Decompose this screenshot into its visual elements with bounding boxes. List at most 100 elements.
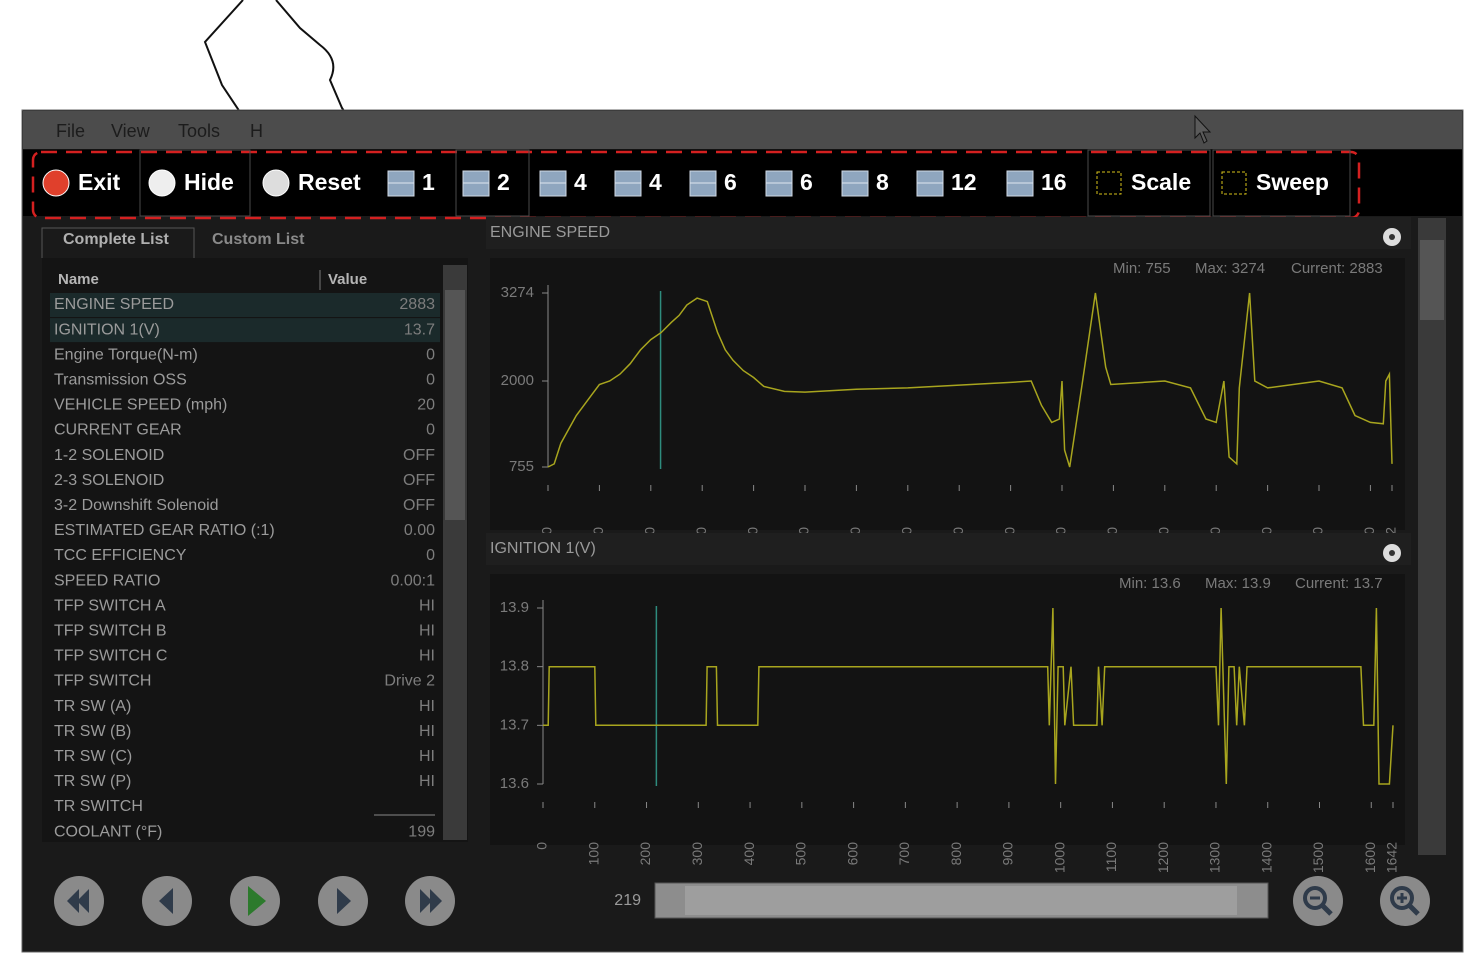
charts-scroll-thumb[interactable] [1420,240,1444,320]
param-name[interactable]: TR SWITCH [54,798,143,815]
param-name[interactable]: Transmission OSS [54,372,187,389]
param-value: HI [419,748,435,765]
param-value: HI [419,723,435,740]
toolbar-button[interactable]: Reset [298,169,361,195]
param-name[interactable]: VEHICLE SPEED (mph) [54,397,227,414]
chart-header [486,533,1411,565]
list-tab[interactable]: Custom List [212,231,305,248]
y-tick-label: 3274 [501,284,534,301]
param-value: 20 [417,397,435,414]
list-scroll-thumb[interactable] [445,290,465,520]
param-value: OFF [403,447,435,464]
toolbar-button[interactable]: Hide [184,169,234,195]
param-name[interactable]: TR SW (B) [54,723,131,740]
param-name[interactable]: 1-2 SOLENOID [54,447,164,464]
param-name[interactable]: ENGINE SPEED [54,296,174,313]
toolbar-button[interactable]: 2 [497,169,510,195]
menu-item[interactable]: H [250,121,263,141]
x-tick-label: 1500 [1310,842,1326,873]
x-tick-label: 500 [793,842,809,866]
column-header: Name [58,271,99,288]
chart-stat: Min: 755 [1113,260,1171,277]
x-tick-label: 1600 [1362,842,1378,873]
toolbar-button[interactable]: 12 [951,169,977,195]
column-header: Value [328,271,367,288]
charts-scrollbar[interactable] [1418,218,1446,855]
param-name[interactable]: IGNITION 1(V) [54,321,160,338]
playback-icon [67,889,89,913]
menu-item[interactable]: View [111,121,151,141]
param-name[interactable]: 2-3 SOLENOID [54,472,164,489]
x-tick-label: 900 [1000,842,1016,866]
button-icon [1221,171,1247,195]
toolbar-button[interactable]: 6 [724,169,737,195]
plot-area [490,574,1405,845]
button-frame [1212,149,1351,217]
param-name[interactable]: TFP SWITCH A [54,597,166,614]
toolbar-button[interactable]: Exit [78,169,121,195]
param-name[interactable]: COOLANT (°F) [54,823,162,840]
toolbar-button[interactable]: Sweep [1256,169,1329,195]
zoom-button[interactable] [1380,876,1430,926]
chart-settings-dot [1389,234,1395,240]
time-scroll-thumb[interactable] [685,886,1237,915]
chart-stat: Current: 2883 [1291,260,1383,277]
zoom-button[interactable] [1293,876,1343,926]
toolbar-button[interactable]: 8 [876,169,889,195]
param-value: 0 [426,422,435,439]
toolbar-button[interactable]: Scale [1131,169,1191,195]
param-name[interactable]: CURRENT GEAR [54,422,182,439]
toolbar-button[interactable]: 4 [574,169,587,195]
x-tick-label: 700 [896,842,912,866]
x-tick-label: 800 [948,842,964,866]
param-name[interactable]: TR SW (C) [54,748,132,765]
param-name[interactable]: SPEED RATIO [54,572,160,589]
chart-title: IGNITION 1(V) [490,540,596,557]
param-name[interactable]: TFP SWITCH [54,673,151,690]
selected-row[interactable] [50,318,440,343]
param-value: 199 [408,823,435,840]
param-name[interactable]: Engine Torque(N-m) [54,346,198,363]
position-counter: 219 [614,892,641,909]
param-value: HI [419,648,435,665]
param-name[interactable]: ESTIMATED GEAR RATIO (:1) [54,522,275,539]
param-value: 2883 [399,296,435,313]
parameter-list [42,258,468,842]
param-value: 0 [426,346,435,363]
list-tab[interactable]: Complete List [63,231,169,248]
menu-item[interactable]: File [56,121,85,141]
param-value: OFF [403,472,435,489]
param-value: HI [419,698,435,715]
playback-icon [420,889,442,913]
x-tick-label: 1400 [1258,842,1274,873]
chart-header [486,217,1411,249]
menu-item[interactable]: Tools [178,121,220,141]
toolbar-button[interactable]: 16 [1041,169,1067,195]
y-tick-label: 755 [509,458,534,475]
param-value: 13.7 [404,321,435,338]
param-value: HI [419,597,435,614]
x-tick-label: 1200 [1155,842,1171,873]
param-name[interactable]: TR SW (P) [54,773,131,790]
y-tick-label: 13.9 [500,599,529,616]
selected-row[interactable] [50,293,440,317]
data-line [543,607,1394,785]
param-value: HI [419,773,435,790]
x-tick-label: 100 [585,842,601,866]
toolbar-button[interactable]: 1 [422,169,435,195]
param-name[interactable]: TCC EFFICIENCY [54,547,187,564]
chart-stat: Current: 13.7 [1295,575,1383,592]
playback-icon [248,886,266,916]
plot-area [490,258,1405,530]
zoom-icon [1320,903,1333,916]
x-tick-label: 1642 [1384,842,1400,873]
param-name[interactable]: TR SW (A) [54,698,131,715]
param-name[interactable]: 3-2 Downshift Solenoid [54,497,219,514]
toolbar-button[interactable]: 4 [649,169,662,195]
param-name[interactable]: TFP SWITCH B [54,623,167,640]
chart-title: ENGINE SPEED [490,224,610,241]
param-name[interactable]: TFP SWITCH C [54,648,167,665]
toolbar-button[interactable]: 6 [800,169,813,195]
param-value: OFF [403,497,435,514]
